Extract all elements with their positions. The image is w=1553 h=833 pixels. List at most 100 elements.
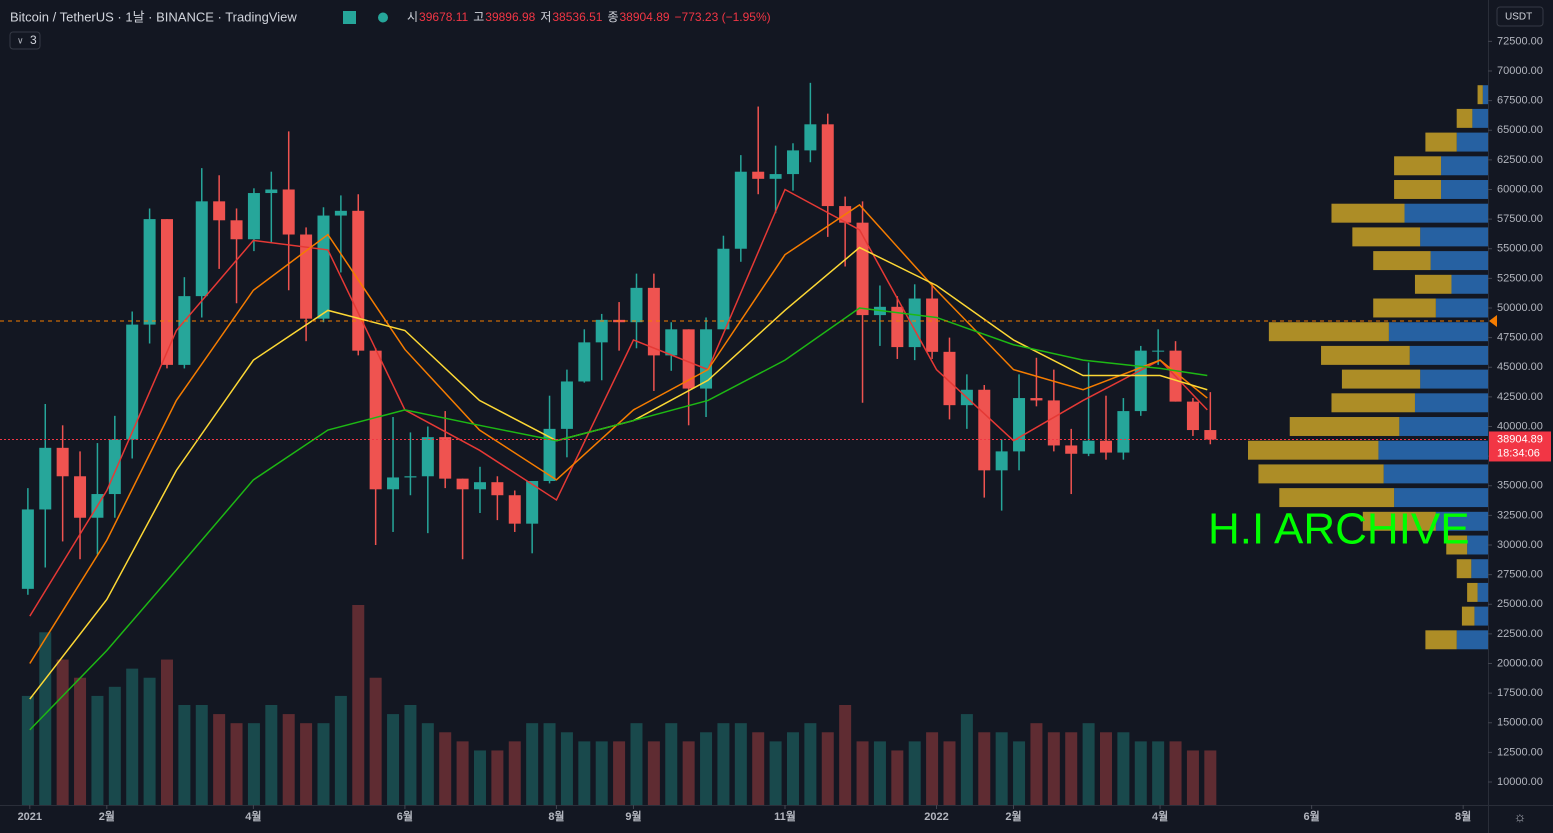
volume-bar bbox=[213, 714, 226, 805]
volume-bar bbox=[195, 705, 208, 805]
candle-body bbox=[369, 350, 382, 490]
candle-body bbox=[821, 124, 834, 207]
candle-body bbox=[856, 222, 869, 316]
candle-body bbox=[21, 509, 34, 589]
volume-bar bbox=[630, 723, 643, 805]
ohlc-value: 38536.51 bbox=[552, 10, 602, 24]
currency-button[interactable] bbox=[1496, 6, 1544, 27]
candle-body bbox=[630, 287, 643, 323]
volume-bar bbox=[943, 741, 956, 805]
candles bbox=[21, 82, 1217, 595]
candle-body bbox=[421, 437, 434, 477]
profile-up bbox=[1279, 488, 1395, 508]
volume-bar bbox=[421, 723, 434, 805]
profile-up bbox=[1477, 85, 1483, 105]
x-tick-label: 6월 bbox=[397, 809, 413, 823]
volume-bar bbox=[891, 750, 904, 805]
volume-bar bbox=[786, 732, 799, 805]
candle-body bbox=[1030, 398, 1043, 401]
candle-body bbox=[213, 201, 226, 221]
profile-down bbox=[1482, 85, 1488, 105]
x-tick-label: 8월 bbox=[1455, 809, 1471, 823]
candle-body bbox=[1186, 401, 1199, 431]
candle-body bbox=[978, 389, 991, 471]
volume-bar bbox=[682, 741, 695, 805]
candle-body bbox=[595, 319, 608, 343]
settings-icon[interactable]: ☼ bbox=[1514, 809, 1527, 825]
volume-bar bbox=[995, 732, 1008, 805]
candle-body bbox=[508, 495, 521, 524]
ohlc-value: 38904.89 bbox=[619, 10, 669, 24]
x-tick-label: 2022 bbox=[924, 811, 948, 823]
ohlc-value: 39678.11 bbox=[419, 10, 468, 24]
profile-up bbox=[1331, 393, 1415, 413]
ohlc-label: 종 bbox=[607, 10, 618, 24]
ohlc-label: 시 bbox=[407, 10, 418, 24]
profile-up bbox=[1394, 156, 1442, 176]
volume-bar bbox=[1117, 732, 1130, 805]
candle-body bbox=[1013, 398, 1026, 452]
volume-bar bbox=[439, 732, 452, 805]
candle-body bbox=[926, 298, 939, 352]
volume-bar bbox=[1186, 750, 1199, 805]
candle-body bbox=[1099, 440, 1112, 453]
market-dot bbox=[378, 12, 388, 23]
candle-body bbox=[387, 477, 400, 490]
countdown: 18:34:06 bbox=[1497, 447, 1540, 459]
candle-body bbox=[665, 329, 678, 356]
profile-down bbox=[1472, 108, 1488, 128]
candle-body bbox=[491, 482, 504, 496]
status-icon bbox=[343, 11, 356, 24]
volume-bar bbox=[769, 741, 782, 805]
profile-up bbox=[1456, 559, 1472, 579]
axes: 10000.00 12500.00 15000.00 17500.00 20000.00… bbox=[0, 35, 1551, 823]
volume-bar bbox=[387, 714, 400, 805]
volume-bar bbox=[839, 705, 852, 805]
y-tick-label: 62500.00 bbox=[1497, 154, 1543, 166]
profile-up bbox=[1258, 464, 1384, 484]
x-tick-label: 2021 bbox=[18, 811, 42, 823]
volume-bar bbox=[334, 695, 347, 805]
candle-body bbox=[1152, 350, 1165, 352]
profile-up bbox=[1352, 227, 1421, 247]
candle-body bbox=[891, 306, 904, 348]
volume-bar bbox=[352, 605, 365, 805]
candle-body bbox=[74, 476, 87, 518]
volume-bar bbox=[369, 677, 382, 805]
profile-down bbox=[1394, 488, 1488, 508]
profile-down bbox=[1409, 345, 1488, 365]
volume-bar bbox=[56, 659, 69, 805]
volume-bar bbox=[804, 723, 817, 805]
volume-bar bbox=[734, 723, 747, 805]
candle-body bbox=[943, 351, 956, 406]
candle-body bbox=[178, 296, 191, 365]
volume-bar bbox=[613, 741, 626, 805]
volume-bar bbox=[74, 677, 87, 805]
profile-down bbox=[1456, 132, 1488, 152]
y-tick-label: 30000.00 bbox=[1497, 539, 1543, 551]
candle-body bbox=[769, 174, 782, 179]
indicator-toggle[interactable] bbox=[9, 31, 41, 50]
candle-body bbox=[543, 428, 556, 482]
profile-up bbox=[1289, 417, 1400, 436]
profile-up bbox=[1373, 298, 1436, 318]
profile-up bbox=[1425, 630, 1457, 650]
moving-averages bbox=[29, 188, 1208, 731]
volume-bar bbox=[1047, 732, 1060, 805]
profile-down bbox=[1451, 274, 1488, 294]
candle-body bbox=[682, 329, 695, 389]
profile-down bbox=[1477, 582, 1488, 602]
profile-up bbox=[1446, 535, 1468, 555]
candle-body bbox=[39, 447, 52, 510]
volume-bar bbox=[978, 732, 991, 805]
volume-bar bbox=[856, 741, 869, 805]
profile-down bbox=[1414, 393, 1488, 413]
y-tick-label: 27500.00 bbox=[1497, 569, 1543, 581]
volume-bar bbox=[491, 750, 504, 805]
toggle-arrow: ∨ bbox=[17, 35, 24, 45]
watermark: H.I ARCHIVE bbox=[1208, 505, 1470, 554]
last-price: 38904.89 bbox=[1497, 433, 1543, 445]
candle-body bbox=[247, 193, 260, 240]
profile-up bbox=[1248, 440, 1379, 460]
